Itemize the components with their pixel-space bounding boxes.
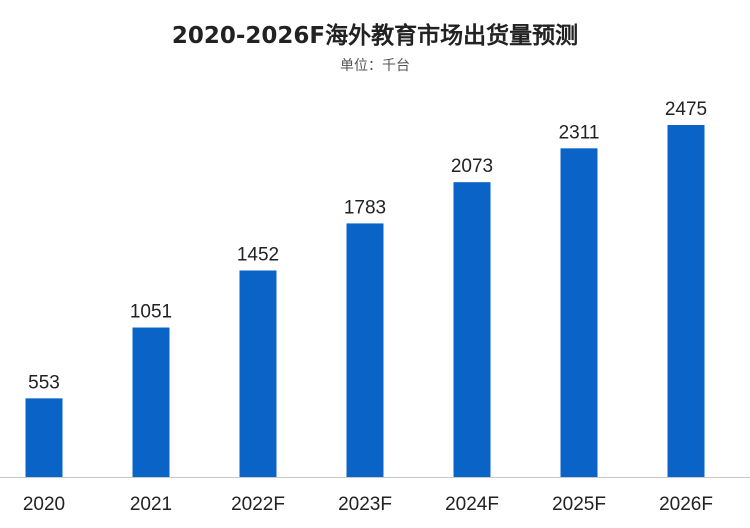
value-label-2023F: 1783 — [344, 197, 386, 218]
bar-2021 — [132, 327, 170, 477]
value-label-2024F: 2073 — [451, 156, 493, 177]
bar-2025F — [560, 148, 598, 477]
x-tick-label-2021: 2021 — [130, 494, 172, 515]
x-tick-label-2020: 2020 — [23, 494, 65, 515]
bar-2022F — [239, 270, 277, 477]
bar-2024F — [453, 182, 491, 477]
bar-2026F — [667, 125, 705, 477]
value-label-2022F: 1452 — [237, 244, 279, 265]
bar-2020 — [25, 398, 63, 477]
x-tick-label-2022F: 2022F — [231, 494, 285, 515]
value-label-2025F: 2311 — [559, 122, 600, 143]
x-tick-label-2025F: 2025F — [552, 494, 606, 515]
x-tick-label-2026F: 2026F — [659, 494, 713, 515]
chart-unit-label: 单位：千台 — [340, 58, 410, 74]
value-label-2021: 1051 — [130, 302, 172, 323]
value-label-2020: 553 — [28, 372, 60, 393]
x-tick-label-2023F: 2023F — [338, 494, 392, 515]
bar-2023F — [346, 223, 384, 477]
value-label-2026F: 2475 — [665, 99, 707, 120]
x-tick-label-2024F: 2024F — [445, 494, 499, 515]
chart-title: 2020-2026F海外教育市场出货量预测 — [171, 23, 579, 49]
